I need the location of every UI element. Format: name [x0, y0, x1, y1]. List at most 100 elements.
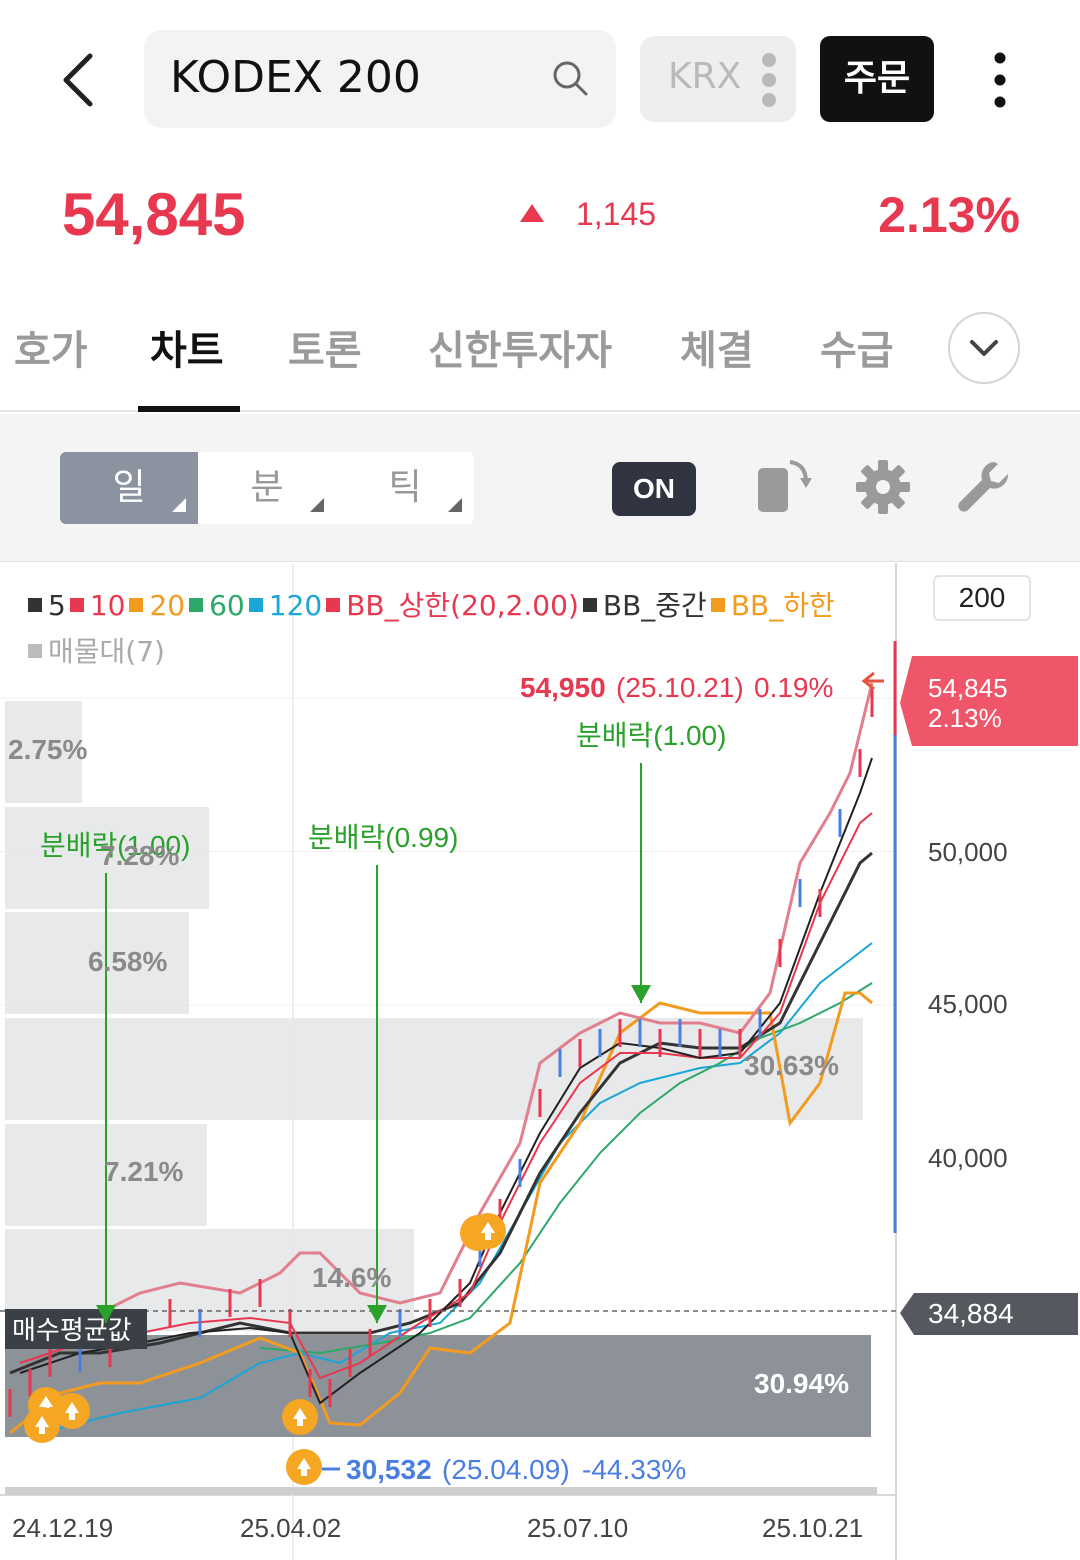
- legend-item: BB_중간: [582, 589, 707, 622]
- period-minute[interactable]: 분: [198, 452, 336, 524]
- up-triangle-icon: [520, 204, 544, 222]
- tab-shinhan-investor[interactable]: 신한투자자: [428, 328, 612, 374]
- x-axis-label: 25.07.10: [527, 1513, 628, 1543]
- gear-icon[interactable]: [852, 456, 914, 518]
- dividend-label: 분배락(0.99): [308, 822, 458, 853]
- legend-swatch: [710, 598, 725, 612]
- x-axis-label: 25.04.02: [240, 1513, 341, 1543]
- dividend-arrow-icon: [96, 1305, 116, 1323]
- buy-signal-arrow-icon: [297, 1458, 311, 1469]
- buy-signal-stem: [69, 1412, 75, 1420]
- legend-item: 매물대(7): [28, 635, 165, 668]
- chart-toolbar: 일 분 틱 ON: [0, 414, 1080, 562]
- x-axis-label: 24.12.19: [12, 1513, 113, 1543]
- chevron-down-icon: [970, 340, 998, 356]
- price-chart[interactable]: 매수평균값 50,000 45,000 40,000 54,845 2.13% 34,884…: [0, 563, 1080, 1560]
- tab-trades[interactable]: 체결: [680, 328, 754, 374]
- market-label: KRX: [668, 56, 742, 97]
- dividend-arrow-icon: [367, 1305, 387, 1323]
- volume-profile-label: 14.6%: [312, 1262, 391, 1293]
- period-tick-label: 틱: [388, 467, 422, 508]
- buy-signal-arrow-icon: [39, 1396, 53, 1407]
- back-button[interactable]: [52, 48, 112, 112]
- dropdown-corner-icon: [172, 498, 186, 512]
- market-selector[interactable]: KRX: [640, 36, 796, 122]
- legend-swatch: [28, 644, 42, 658]
- high-price-date: (25.10.21): [616, 672, 744, 703]
- vertical-dots-icon: [762, 53, 776, 107]
- volume-profile-label: 30.94%: [754, 1368, 849, 1399]
- legend-label: 매물대(7): [48, 635, 165, 668]
- high-price-value: 54,950: [520, 672, 606, 703]
- volume-profile-label: 6.58%: [88, 946, 167, 977]
- legend-swatch: [326, 598, 341, 612]
- buy-signal-arrow-icon: [481, 1222, 495, 1233]
- y-axis-label: 45,000: [928, 989, 1008, 1019]
- rotate-screen-icon[interactable]: [752, 456, 814, 518]
- stock-search-box[interactable]: KODEX 200: [144, 30, 616, 128]
- volume-profile-bar: [5, 912, 189, 1014]
- volume-profile-label: 7.28%: [100, 840, 179, 871]
- current-price-tag: [900, 656, 1078, 746]
- legend-swatch: [69, 598, 84, 612]
- tab-supply-demand[interactable]: 수급: [820, 328, 894, 374]
- legend-label: 60: [209, 589, 245, 622]
- legend-item: 5: [28, 589, 66, 622]
- chart-scale-input[interactable]: 200: [933, 575, 1031, 621]
- dropdown-corner-icon: [448, 498, 462, 512]
- legend-item: BB_하한: [710, 589, 835, 622]
- order-button[interactable]: 주문: [820, 36, 934, 122]
- volume-profile-bar: [5, 1335, 871, 1437]
- high-price-pct: 0.19%: [754, 672, 833, 703]
- wrench-icon[interactable]: [952, 456, 1014, 518]
- search-icon[interactable]: [550, 58, 590, 98]
- legend-swatch: [129, 598, 144, 612]
- legend-item: 60: [189, 589, 245, 622]
- avg-price-tag-value: 34,884: [928, 1298, 1014, 1329]
- volume-profile-label: 2.75%: [8, 734, 87, 765]
- legend-swatch: [28, 598, 42, 612]
- period-tick[interactable]: 틱: [336, 452, 474, 524]
- price-change: 1,145: [576, 196, 657, 232]
- dropdown-corner-icon: [310, 498, 324, 512]
- legend-item: 10: [69, 589, 126, 622]
- legend-item: BB_상한(20,2.00): [326, 589, 579, 622]
- section-tabs: 호가 차트 토론 신한투자자 체결 수급: [0, 300, 1080, 412]
- low-price-date: (25.04.09): [442, 1454, 570, 1485]
- buy-signal-arrow-icon: [65, 1402, 79, 1413]
- top-bar: KODEX 200 KRX 주문: [0, 0, 1080, 150]
- buy-signal-stem: [301, 1468, 307, 1476]
- tab-expand-button[interactable]: [948, 312, 1020, 384]
- search-input[interactable]: KODEX 200: [170, 52, 421, 103]
- more-menu-button[interactable]: [980, 48, 1020, 112]
- legend-label: 5: [48, 589, 66, 622]
- legend-item: 120: [248, 589, 323, 622]
- period-daily[interactable]: 일: [60, 452, 198, 524]
- buy-signal-arrow-icon: [293, 1408, 307, 1419]
- legend-label: 20: [149, 589, 186, 622]
- tab-chart[interactable]: 차트: [150, 328, 224, 374]
- ma-120-line: [39, 942, 873, 1434]
- period-minute-label: 분: [250, 467, 284, 508]
- legend-label: BB_하한: [730, 589, 835, 622]
- current-price-tag-pct: 2.13%: [928, 703, 1002, 733]
- legend-label: BB_중간: [602, 589, 707, 622]
- volume-profile-bar: [5, 1018, 863, 1120]
- legend-label: BB_상한(20,2.00): [346, 589, 579, 622]
- scrollbar: [5, 1487, 877, 1495]
- tab-discussion[interactable]: 토론: [288, 328, 362, 374]
- dividend-arrow-icon: [631, 985, 651, 1003]
- y-axis-label: 50,000: [928, 837, 1008, 867]
- indicator-toggle-on[interactable]: ON: [612, 462, 696, 516]
- dividend-label: 분배락(1.00): [40, 830, 190, 861]
- tab-orderbook[interactable]: 호가: [14, 328, 88, 374]
- volume-profile-bar: [5, 701, 82, 803]
- avg-price-label: 매수평균값: [12, 1315, 132, 1345]
- volume-profile-label: 7.21%: [104, 1156, 183, 1187]
- legend-swatch: [248, 598, 263, 612]
- legend-label: 10: [89, 589, 126, 622]
- current-price-tag-price: 54,845: [928, 673, 1008, 703]
- legend-label: 120: [268, 589, 323, 622]
